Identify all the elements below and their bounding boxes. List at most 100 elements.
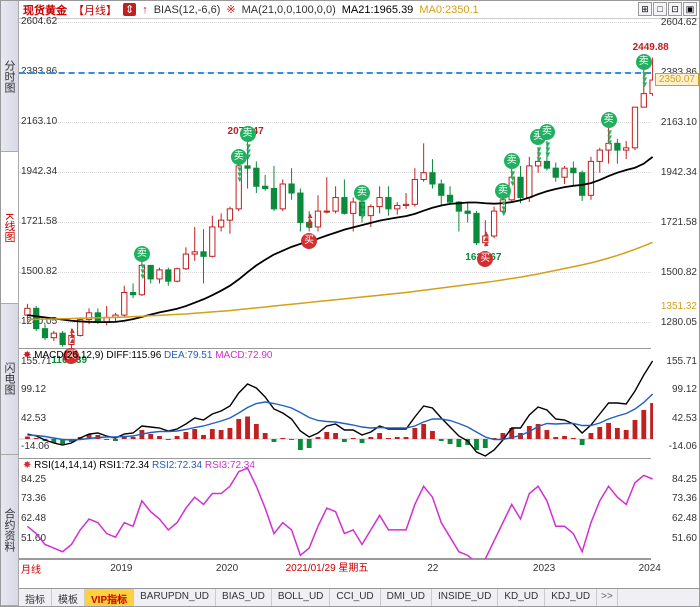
ytick-right: -14.06: [651, 441, 697, 452]
rsi-header: ✸ RSI(14,14,14) RSI1:72.34 RSI2:72.34 RS…: [23, 460, 255, 471]
instrument-title: 现货黄金: [23, 2, 67, 18]
left-tab-2[interactable]: 闪电图: [1, 304, 18, 455]
bias-arrow-icon: ↑: [142, 4, 148, 16]
ma21-value: MA21:1965.39: [342, 4, 414, 16]
right-axis-column: 2604.622383.862163.101942.341721.581500.…: [651, 19, 699, 588]
macd-label: MACD:72.90: [215, 350, 272, 361]
chart-header: 现货黄金 【月线】 ⇕ ↑ BIAS(12,-6,6) ※ MA(21,0,0,…: [19, 1, 699, 19]
bottom-tab-10[interactable]: KDJ_UD: [545, 589, 597, 606]
ytick-right: 99.12: [651, 384, 697, 395]
rsi1-label: RSI1:72.34: [99, 460, 149, 471]
ytick-right: 73.36: [651, 493, 697, 504]
bottom-tab-bar: 指标模板VIP指标BARUPDN_UDBIAS_UDBOLL_UDCCI_UDD…: [19, 588, 699, 606]
dea-label: DEA:79.51: [164, 350, 212, 361]
xaxis-label: 2023: [533, 563, 555, 574]
ytick-right: 84.25: [651, 474, 697, 485]
sell-signal: 卖: [134, 246, 150, 262]
sell-signal: 卖: [504, 153, 520, 169]
rsi-name: RSI(14,14,14): [34, 460, 96, 471]
price-panel: 2604.622383.862163.101942.341721.581500.…: [19, 19, 651, 349]
signal-arrows: ▼▼▼: [245, 144, 253, 159]
macd-star-icon: ✸: [23, 350, 31, 361]
bottom-tab-1[interactable]: 模板: [52, 589, 85, 606]
signal-arrows: ▼▼▼: [535, 147, 543, 162]
bias-label: BIAS(12,-6,6): [154, 4, 221, 16]
x-axis: 201920202021/01/29 星期五2220232024: [19, 559, 651, 575]
bottom-tab-9[interactable]: KD_UD: [498, 589, 545, 606]
xaxis-label: 2024: [639, 563, 661, 574]
ytick-right: 62.48: [651, 513, 697, 524]
signal-arrows: ▼▼▼: [509, 171, 517, 186]
sell-signal: 卖: [240, 126, 256, 142]
bottom-tab-5[interactable]: BOLL_UD: [272, 589, 331, 606]
window-icon-1[interactable]: □: [653, 2, 667, 16]
bottom-tab-4[interactable]: BIAS_UD: [216, 589, 272, 606]
left-tab-0[interactable]: 分时图: [1, 1, 18, 152]
rsi3-label: RSI3:72.34: [205, 460, 255, 471]
signal-arrows: ▼▼▼: [606, 130, 614, 145]
xaxis-label: 22: [427, 563, 438, 574]
bottom-tab-8[interactable]: INSIDE_UD: [432, 589, 498, 606]
signal-arrows: ▼▼▼: [641, 72, 649, 87]
rsi2-label: RSI2:72.34: [152, 460, 202, 471]
buy-signal: 买: [477, 251, 493, 267]
ytick-right: 2163.10: [651, 117, 697, 128]
bottom-tab-3[interactable]: BARUPDN_UD: [134, 589, 216, 606]
signal-arrows: ▼▼▼: [359, 203, 367, 218]
sell-signal: 卖: [601, 112, 617, 128]
sell-signal: 卖: [354, 185, 370, 201]
window-icon-0[interactable]: ⊞: [638, 2, 652, 16]
macd-name: MACD(26,12,9): [34, 350, 103, 361]
period-bottom-label: 月线: [21, 561, 41, 576]
macd-svg: [19, 349, 653, 459]
left-tab-bar: 分时图K线图闪电图合约资料: [1, 1, 19, 606]
updown-icon: ⇕: [123, 3, 136, 16]
bottom-tab-6[interactable]: CCI_UD: [330, 589, 380, 606]
xaxis-label: 2020: [216, 563, 238, 574]
signal-arrows: ▼▼▼: [139, 264, 147, 279]
ytick-right: 1280.05: [651, 317, 697, 328]
window-icon-2[interactable]: ⊡: [668, 2, 682, 16]
chart-area[interactable]: 2604.622383.862163.101942.341721.581500.…: [19, 19, 699, 588]
window-icons: ⊞□⊡▣: [638, 2, 697, 16]
sell-signal: 卖: [636, 54, 652, 70]
window-icon-3[interactable]: ▣: [683, 2, 697, 16]
ytick-right: 1942.34: [651, 167, 697, 178]
main-area: 现货黄金 【月线】 ⇕ ↑ BIAS(12,-6,6) ※ MA(21,0,0,…: [19, 1, 699, 606]
app-container: 分时图K线图闪电图合约资料 现货黄金 【月线】 ⇕ ↑ BIAS(12,-6,6…: [0, 0, 700, 607]
left-tab-1[interactable]: K线图: [1, 152, 18, 303]
sell-signal: 卖: [539, 124, 555, 140]
ytick-right: 42.53: [651, 413, 697, 424]
xaxis-label: 2021/01/29 星期五: [286, 559, 369, 574]
bottom-tab-0[interactable]: 指标: [19, 589, 52, 606]
bottom-tab-2[interactable]: VIP指标: [85, 589, 134, 606]
rsi-svg: [19, 459, 653, 559]
ma-label: MA(21,0,0,100,0,0): [242, 4, 336, 16]
tabs-scroll-right[interactable]: >>: [597, 589, 618, 606]
signal-arrows: ▼▼▼: [236, 167, 244, 182]
macd-panel: ✸ MACD(26,12,9) DIFF:115.96 DEA:79.51 MA…: [19, 349, 651, 459]
ytick-right: 155.71: [651, 356, 697, 367]
signal-arrows: ▼▼▼: [544, 142, 552, 157]
signal-arrows: ▲▲▲: [482, 231, 490, 246]
ytick-right: 2604.62: [651, 17, 697, 28]
rsi-panel: ✸ RSI(14,14,14) RSI1:72.34 RSI2:72.34 RS…: [19, 459, 651, 559]
signal-arrows: ▲▲▲: [68, 328, 76, 343]
diff-label: DIFF:115.96: [106, 350, 161, 361]
ytick-right: 1500.82: [651, 267, 697, 278]
ytick-right: 51.60: [651, 533, 697, 544]
price-svg: [19, 19, 653, 349]
signal-arrows: ▲▲▲: [306, 213, 314, 228]
left-tab-3[interactable]: 合约资料: [1, 455, 18, 606]
macd-header: ✸ MACD(26,12,9) DIFF:115.96 DEA:79.51 MA…: [23, 350, 272, 361]
ytick-right: 1721.58: [651, 217, 697, 228]
rsi-star-icon: ✸: [23, 460, 31, 471]
price-badge: 2350.07: [655, 73, 699, 86]
ma-star-icon: ※: [226, 3, 235, 16]
bottom-tab-7[interactable]: DMI_UD: [381, 589, 432, 606]
xaxis-label: 2019: [110, 563, 132, 574]
ma0-value: MA0:2350.1: [419, 4, 478, 16]
buy-signal: 买: [301, 233, 317, 249]
ma100-badge: 1351.32: [651, 301, 697, 312]
signal-arrows: ▼▼▼: [500, 201, 508, 216]
